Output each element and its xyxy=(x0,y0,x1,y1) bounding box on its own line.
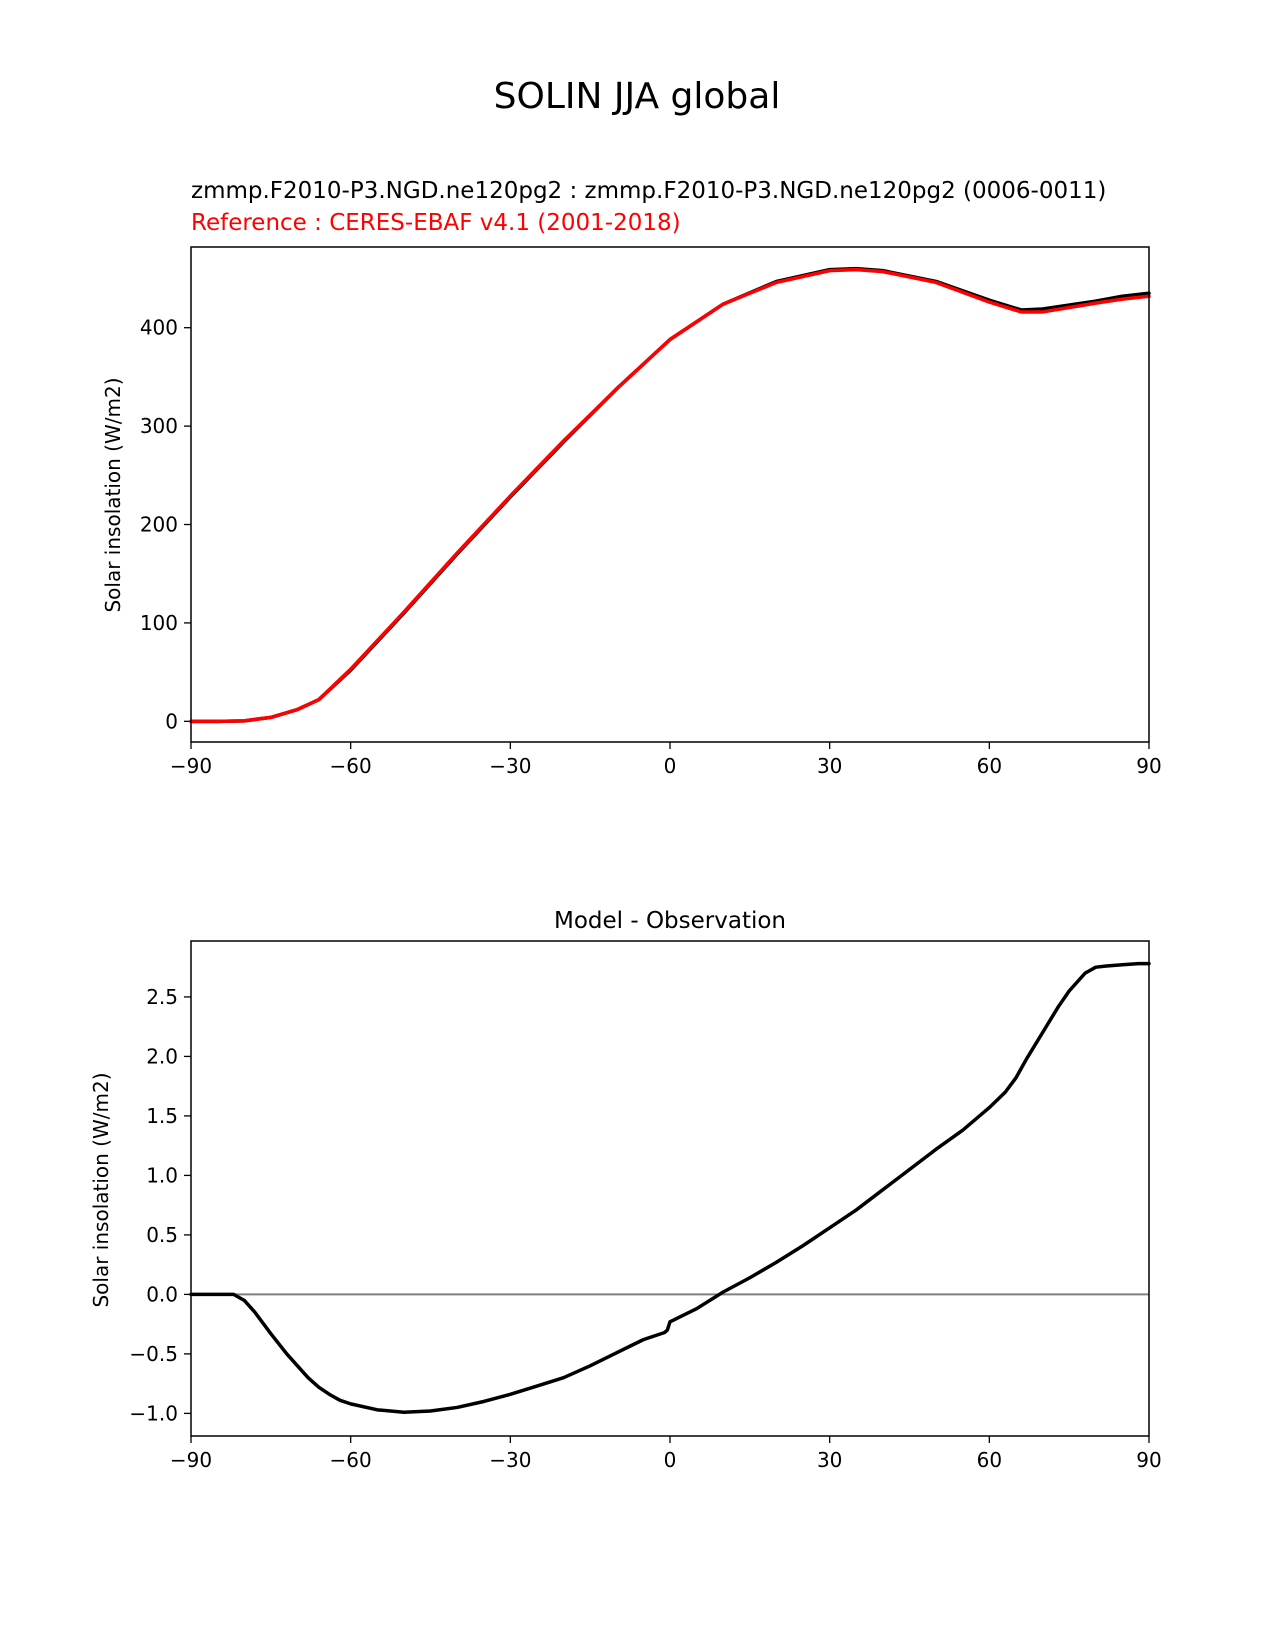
bottom-panel-ticks: −90 −60 −30 0 30 60 90 −1.0 −0.5 0.0 0.5 1.0 1.5 2.0 2… xyxy=(129,985,1161,1472)
x-tick-label: 30 xyxy=(817,1448,842,1472)
top-panel: zmmp.F2010-P3.NGD.ne120pg2 : zmmp.F2010-… xyxy=(101,178,1162,778)
x-tick-label: 90 xyxy=(1136,1448,1161,1472)
bottom-panel-title: Model - Observation xyxy=(554,908,786,934)
y-tick-label: 200 xyxy=(140,513,178,537)
top-panel-series xyxy=(189,266,1151,724)
figure-suptitle: SOLIN JJA global xyxy=(494,76,781,117)
x-tick-label: 0 xyxy=(664,754,677,778)
bottom-panel-series xyxy=(189,961,1151,1414)
x-tick-label: −30 xyxy=(489,754,531,778)
top-panel-frame xyxy=(190,246,1150,743)
top-panel-ylabel: Solar insolation (W/m2) xyxy=(101,377,125,612)
y-tick-label: 2.0 xyxy=(146,1044,178,1068)
bottom-panel-frame xyxy=(190,940,1150,1437)
y-tick-label: 0.0 xyxy=(146,1282,178,1306)
y-tick-label: −1.0 xyxy=(129,1401,178,1425)
bottom-panel-ylabel: Solar insolation (W/m2) xyxy=(89,1072,113,1307)
bottom-panel: Model - Observation Solar insolation (W/… xyxy=(89,908,1162,1472)
y-tick-label: 0.5 xyxy=(146,1223,178,1247)
y-tick-label: −0.5 xyxy=(129,1342,178,1366)
y-tick-label: 300 xyxy=(140,414,178,438)
x-tick-label: 60 xyxy=(977,754,1002,778)
y-tick-label: 1.0 xyxy=(146,1163,178,1187)
y-tick-label: 2.5 xyxy=(146,985,178,1009)
x-tick-label: −30 xyxy=(489,1448,531,1472)
x-tick-label: −90 xyxy=(170,1448,212,1472)
x-tick-label: −60 xyxy=(330,1448,372,1472)
y-tick-label: 0 xyxy=(165,709,178,733)
top-panel-title-line1: zmmp.F2010-P3.NGD.ne120pg2 : zmmp.F2010-… xyxy=(191,178,1106,204)
x-tick-label: 30 xyxy=(817,754,842,778)
x-tick-label: 60 xyxy=(977,1448,1002,1472)
y-tick-label: 100 xyxy=(140,611,178,635)
y-tick-label: 400 xyxy=(140,316,178,340)
series-line-primary xyxy=(189,961,1151,1414)
top-panel-title-reference: Reference : CERES-EBAF v4.1 (2001-2018) xyxy=(191,210,681,236)
top-panel-ticks: −90 −60 −30 0 30 60 90 0 100 200 300 400 xyxy=(140,316,1162,778)
x-tick-label: −60 xyxy=(330,754,372,778)
x-tick-label: 90 xyxy=(1136,754,1161,778)
x-tick-label: 0 xyxy=(664,1448,677,1472)
x-tick-label: −90 xyxy=(170,754,212,778)
series-line-reference xyxy=(189,267,1151,724)
y-tick-label: 1.5 xyxy=(146,1104,178,1128)
